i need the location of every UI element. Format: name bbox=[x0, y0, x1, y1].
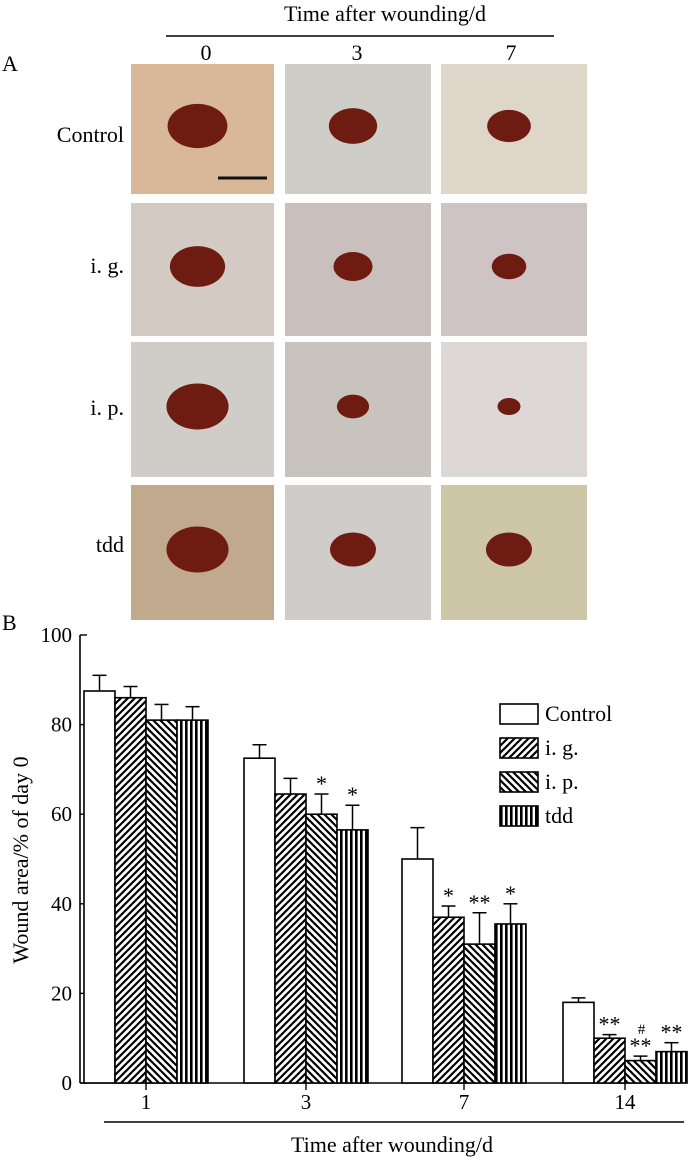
significance-marker: * bbox=[505, 881, 516, 906]
wound-spot bbox=[167, 103, 228, 149]
bar bbox=[145, 719, 178, 1084]
wound-spot bbox=[336, 394, 370, 419]
significance-marker: ** bbox=[469, 890, 491, 915]
legend-swatch bbox=[499, 737, 539, 759]
bar bbox=[83, 690, 116, 1084]
legend-swatch bbox=[499, 805, 539, 827]
legend-label: i. p. bbox=[545, 769, 579, 794]
wound-spot bbox=[169, 246, 226, 287]
significance-marker: ** bbox=[661, 1020, 683, 1045]
y-tick-label: 80 bbox=[51, 713, 72, 737]
significance-marker: ** bbox=[630, 1033, 652, 1058]
significance-marker: * bbox=[347, 782, 358, 807]
y-tick-label: 0 bbox=[62, 1071, 73, 1095]
y-tick-label: 20 bbox=[51, 981, 72, 1005]
row-label-ip: i. p. bbox=[90, 395, 124, 420]
x-axis-title: Time after wounding/d bbox=[291, 1132, 493, 1157]
panel-a-label: A bbox=[2, 51, 18, 76]
bar bbox=[401, 858, 434, 1084]
x-tick-label: 1 bbox=[141, 1090, 152, 1114]
significance-marker: * bbox=[316, 771, 327, 796]
y-axis: 0 20 40 60 80 100 bbox=[41, 623, 87, 1095]
x-tick-label: 14 bbox=[615, 1090, 637, 1114]
legend-swatch bbox=[499, 771, 539, 793]
significance-marker: * bbox=[443, 883, 454, 908]
bar bbox=[463, 943, 496, 1084]
y-tick-label: 60 bbox=[51, 802, 72, 826]
row-label-control: Control bbox=[57, 122, 124, 147]
bar bbox=[655, 1050, 688, 1084]
y-axis-title: Wound area/% of day 0 bbox=[8, 756, 33, 963]
legend: Control i. g. i. p. tdd bbox=[499, 701, 612, 828]
bar bbox=[274, 793, 307, 1084]
bar bbox=[336, 829, 369, 1084]
y-tick-label: 100 bbox=[41, 623, 73, 647]
wound-spot bbox=[166, 383, 229, 430]
bar bbox=[243, 757, 276, 1084]
photo-grid bbox=[131, 64, 587, 620]
x-tick-label: 3 bbox=[301, 1090, 312, 1114]
bar bbox=[593, 1037, 626, 1084]
bar bbox=[624, 1059, 657, 1084]
bar bbox=[305, 813, 338, 1084]
legend-label: Control bbox=[545, 701, 612, 726]
timepoint-label-7: 7 bbox=[506, 40, 517, 65]
bar bbox=[176, 719, 209, 1084]
wound-spot bbox=[328, 108, 378, 144]
hash-marker: # bbox=[638, 1022, 646, 1038]
legend-label: tdd bbox=[545, 803, 573, 828]
bar bbox=[562, 1001, 595, 1084]
wound-spot bbox=[487, 109, 531, 143]
significance-marker: ** bbox=[599, 1012, 621, 1037]
panel-a-header: Time after wounding/d bbox=[284, 1, 486, 26]
bar bbox=[494, 923, 527, 1084]
row-label-tdd: tdd bbox=[96, 532, 124, 557]
wound-spot bbox=[491, 253, 527, 280]
legend-label: i. g. bbox=[545, 735, 579, 760]
wound-spot bbox=[166, 526, 229, 573]
timepoint-label-0: 0 bbox=[201, 40, 212, 65]
wound-spot bbox=[486, 532, 532, 567]
wound-spot bbox=[333, 252, 373, 281]
bar bbox=[114, 696, 147, 1084]
panel-b: B 0 20 40 60 80 100 Wound area/% of day 0 Tim… bbox=[2, 610, 688, 1157]
bar bbox=[432, 916, 465, 1084]
row-label-ig: i. g. bbox=[90, 253, 124, 278]
bars: 1* *3* ** *7****# **14 bbox=[83, 674, 688, 1114]
panel-a: A Time after wounding/d 0 3 7 Control i.… bbox=[2, 1, 587, 620]
panel-b-label: B bbox=[2, 610, 17, 635]
legend-swatch bbox=[499, 703, 539, 725]
wound-spot bbox=[497, 398, 521, 415]
timepoint-label-3: 3 bbox=[352, 40, 363, 65]
y-tick-label: 40 bbox=[51, 892, 72, 916]
wound-spot bbox=[330, 532, 376, 567]
x-tick-label: 7 bbox=[459, 1090, 470, 1114]
